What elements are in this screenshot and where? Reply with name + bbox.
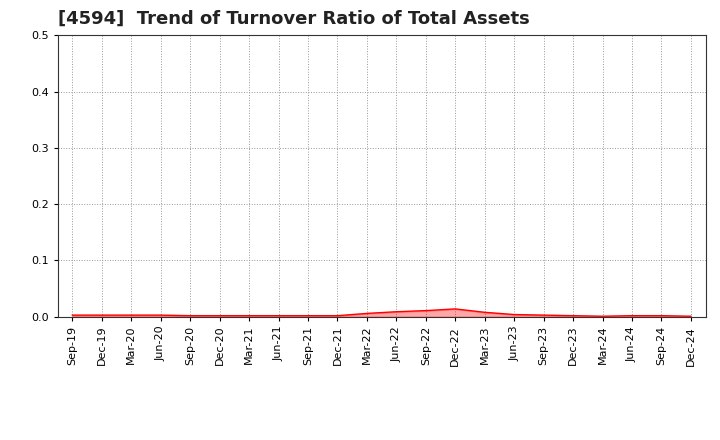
Text: [4594]  Trend of Turnover Ratio of Total Assets: [4594] Trend of Turnover Ratio of Total … xyxy=(58,10,529,28)
